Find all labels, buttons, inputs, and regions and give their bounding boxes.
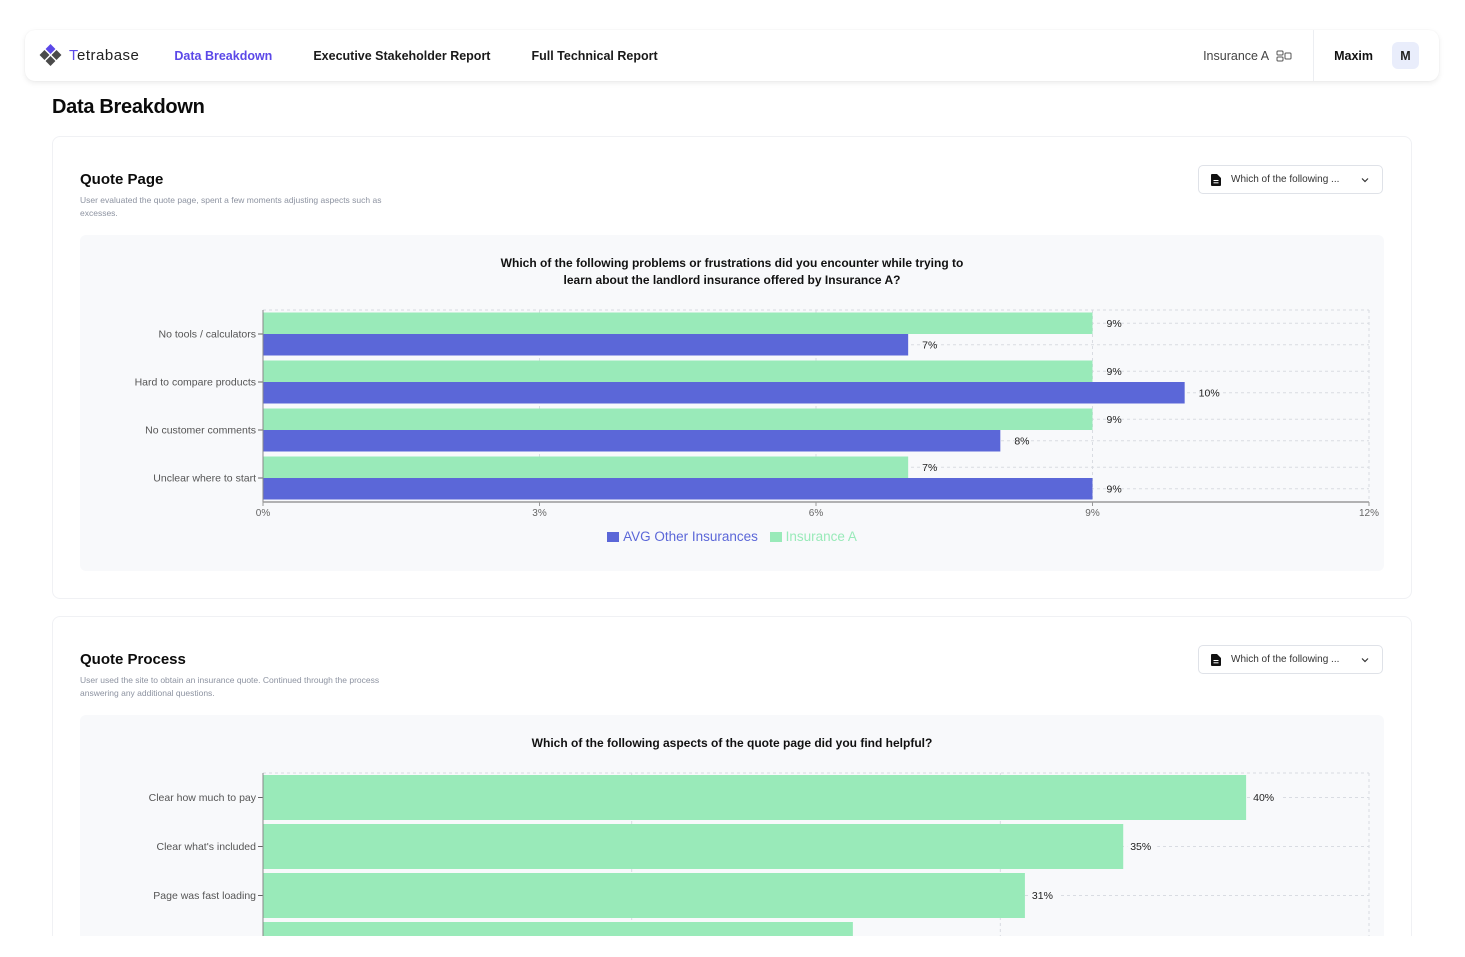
chart-title-line: Which of the following problems or frust…	[500, 256, 964, 270]
x-tick-label: 0%	[256, 508, 271, 519]
brand-name: Tetrabase	[69, 47, 139, 64]
brand-logo[interactable]: Tetrabase	[38, 43, 139, 68]
tenant-switcher[interactable]: Insurance A	[1203, 49, 1313, 63]
data-label: 8%	[1014, 435, 1029, 447]
user-name[interactable]: Maxim	[1334, 48, 1373, 63]
data-label-bg	[1250, 790, 1281, 805]
category-label: No tools / calculators	[159, 329, 256, 341]
data-label-bg	[1028, 888, 1059, 903]
bar-insurance-a	[263, 408, 1093, 430]
dropdown-value: Which of the following ...	[1231, 174, 1340, 185]
bar-avg-other-insurances	[263, 430, 1001, 452]
section-card-quote-page: Quote Page User evaluated the quote page…	[52, 136, 1412, 599]
data-label: 31%	[1032, 890, 1053, 902]
x-tick-label: 6%	[809, 508, 824, 519]
chart-legend: AVG Other Insurances Insurance A	[80, 529, 1384, 545]
dropdown-value: Which of the following ...	[1231, 654, 1340, 665]
x-tick-label: 3%	[532, 508, 547, 519]
bar-avg-other-insurances	[263, 382, 1185, 404]
bar-chart-problems: No tools / calculators 9% 7% Hard to compar…	[135, 309, 1379, 519]
question-dropdown[interactable]: Which of the following ...	[1198, 645, 1383, 674]
nav-divider	[1313, 30, 1315, 81]
bar-avg-other-insurances	[263, 478, 1093, 500]
section-title: Quote Process	[80, 651, 186, 668]
tenant-name: Insurance A	[1203, 48, 1270, 63]
nav-executive-stakeholder-report[interactable]: Executive Stakeholder Report	[313, 48, 491, 63]
chevron-down-icon	[1361, 658, 1369, 663]
switch-icon	[1276, 50, 1292, 61]
main-nav: Data Breakdown Executive Stakeholder Rep…	[174, 49, 698, 63]
page-title: Data Breakdown	[52, 96, 205, 118]
data-label: 40%	[1253, 792, 1274, 804]
data-label: 35%	[1130, 841, 1151, 853]
category-label: Clear how much to pay	[149, 792, 257, 804]
chart-panel: Which of the following problems or frust…	[80, 235, 1384, 571]
brand-rest: etrabase	[77, 47, 140, 64]
legend-item-avg-other[interactable]: AVG Other Insurances	[607, 529, 758, 544]
data-label: 7%	[922, 339, 937, 351]
bar-insurance-a	[263, 360, 1093, 382]
bar-insurance-a	[263, 775, 1247, 820]
legend-swatch	[607, 531, 620, 542]
category-label: No customer comments	[145, 425, 256, 437]
brand-initial: T	[69, 47, 77, 64]
data-label: 9%	[1107, 318, 1122, 330]
data-label: 9%	[1107, 366, 1122, 378]
data-label: 7%	[922, 462, 937, 474]
document-icon	[1211, 173, 1221, 186]
bar-insurance-a	[263, 312, 1093, 334]
user-avatar[interactable]: M	[1392, 42, 1419, 69]
question-dropdown[interactable]: Which of the following ...	[1198, 165, 1383, 194]
tetrabase-logo-icon	[39, 43, 62, 66]
chart-title: Which of the following problems or frust…	[80, 255, 1384, 289]
data-label: 10%	[1199, 387, 1220, 399]
nav-data-breakdown[interactable]: Data Breakdown	[174, 48, 273, 63]
data-label-bg	[1127, 839, 1158, 854]
bar-chart-helpful-aspects: Clear how much to pay 40% Clear what's inc…	[149, 772, 1370, 936]
category-label: Clear what's included	[157, 841, 257, 853]
data-label: 9%	[1107, 483, 1122, 495]
category-label: Hard to compare products	[135, 377, 256, 389]
chart-title-line: learn about the landlord insurance offer…	[563, 273, 901, 287]
legend-item-insurance-a[interactable]: Insurance A	[769, 529, 857, 544]
data-label: 9%	[1107, 414, 1122, 426]
top-nav-bar: Tetrabase Data Breakdown Executive Stake…	[25, 30, 1439, 81]
section-title: Quote Page	[80, 171, 164, 188]
legend-label: Insurance A	[785, 529, 857, 544]
legend-swatch	[769, 531, 782, 542]
document-icon	[1211, 653, 1221, 666]
section-description: User evaluated the quote page, spent a f…	[80, 195, 382, 218]
chart-panel: Which of the following aspects of the qu…	[80, 715, 1384, 936]
nav-right-area: Insurance A Maxim M	[1203, 30, 1439, 81]
x-tick-label: 9%	[1085, 508, 1100, 519]
nav-full-technical-report[interactable]: Full Technical Report	[531, 48, 658, 63]
chart-title-line: Which of the following aspects of the qu…	[531, 736, 933, 750]
bar-insurance-a	[263, 824, 1124, 869]
bar-insurance-a	[263, 922, 853, 936]
section-card-quote-process: Quote Process User used the site to obta…	[52, 616, 1412, 936]
legend-label: AVG Other Insurances	[623, 529, 758, 544]
bar-avg-other-insurances	[263, 334, 909, 356]
bar-insurance-a	[263, 456, 909, 478]
chevron-down-icon	[1361, 178, 1369, 183]
section-description: User used the site to obtain an insuranc…	[80, 675, 380, 698]
category-label: Page was fast loading	[153, 890, 256, 902]
chart-title: Which of the following aspects of the qu…	[80, 735, 1384, 752]
x-tick-label: 12%	[1359, 508, 1379, 519]
bar-insurance-a	[263, 873, 1025, 918]
category-label: Unclear where to start	[153, 473, 256, 485]
